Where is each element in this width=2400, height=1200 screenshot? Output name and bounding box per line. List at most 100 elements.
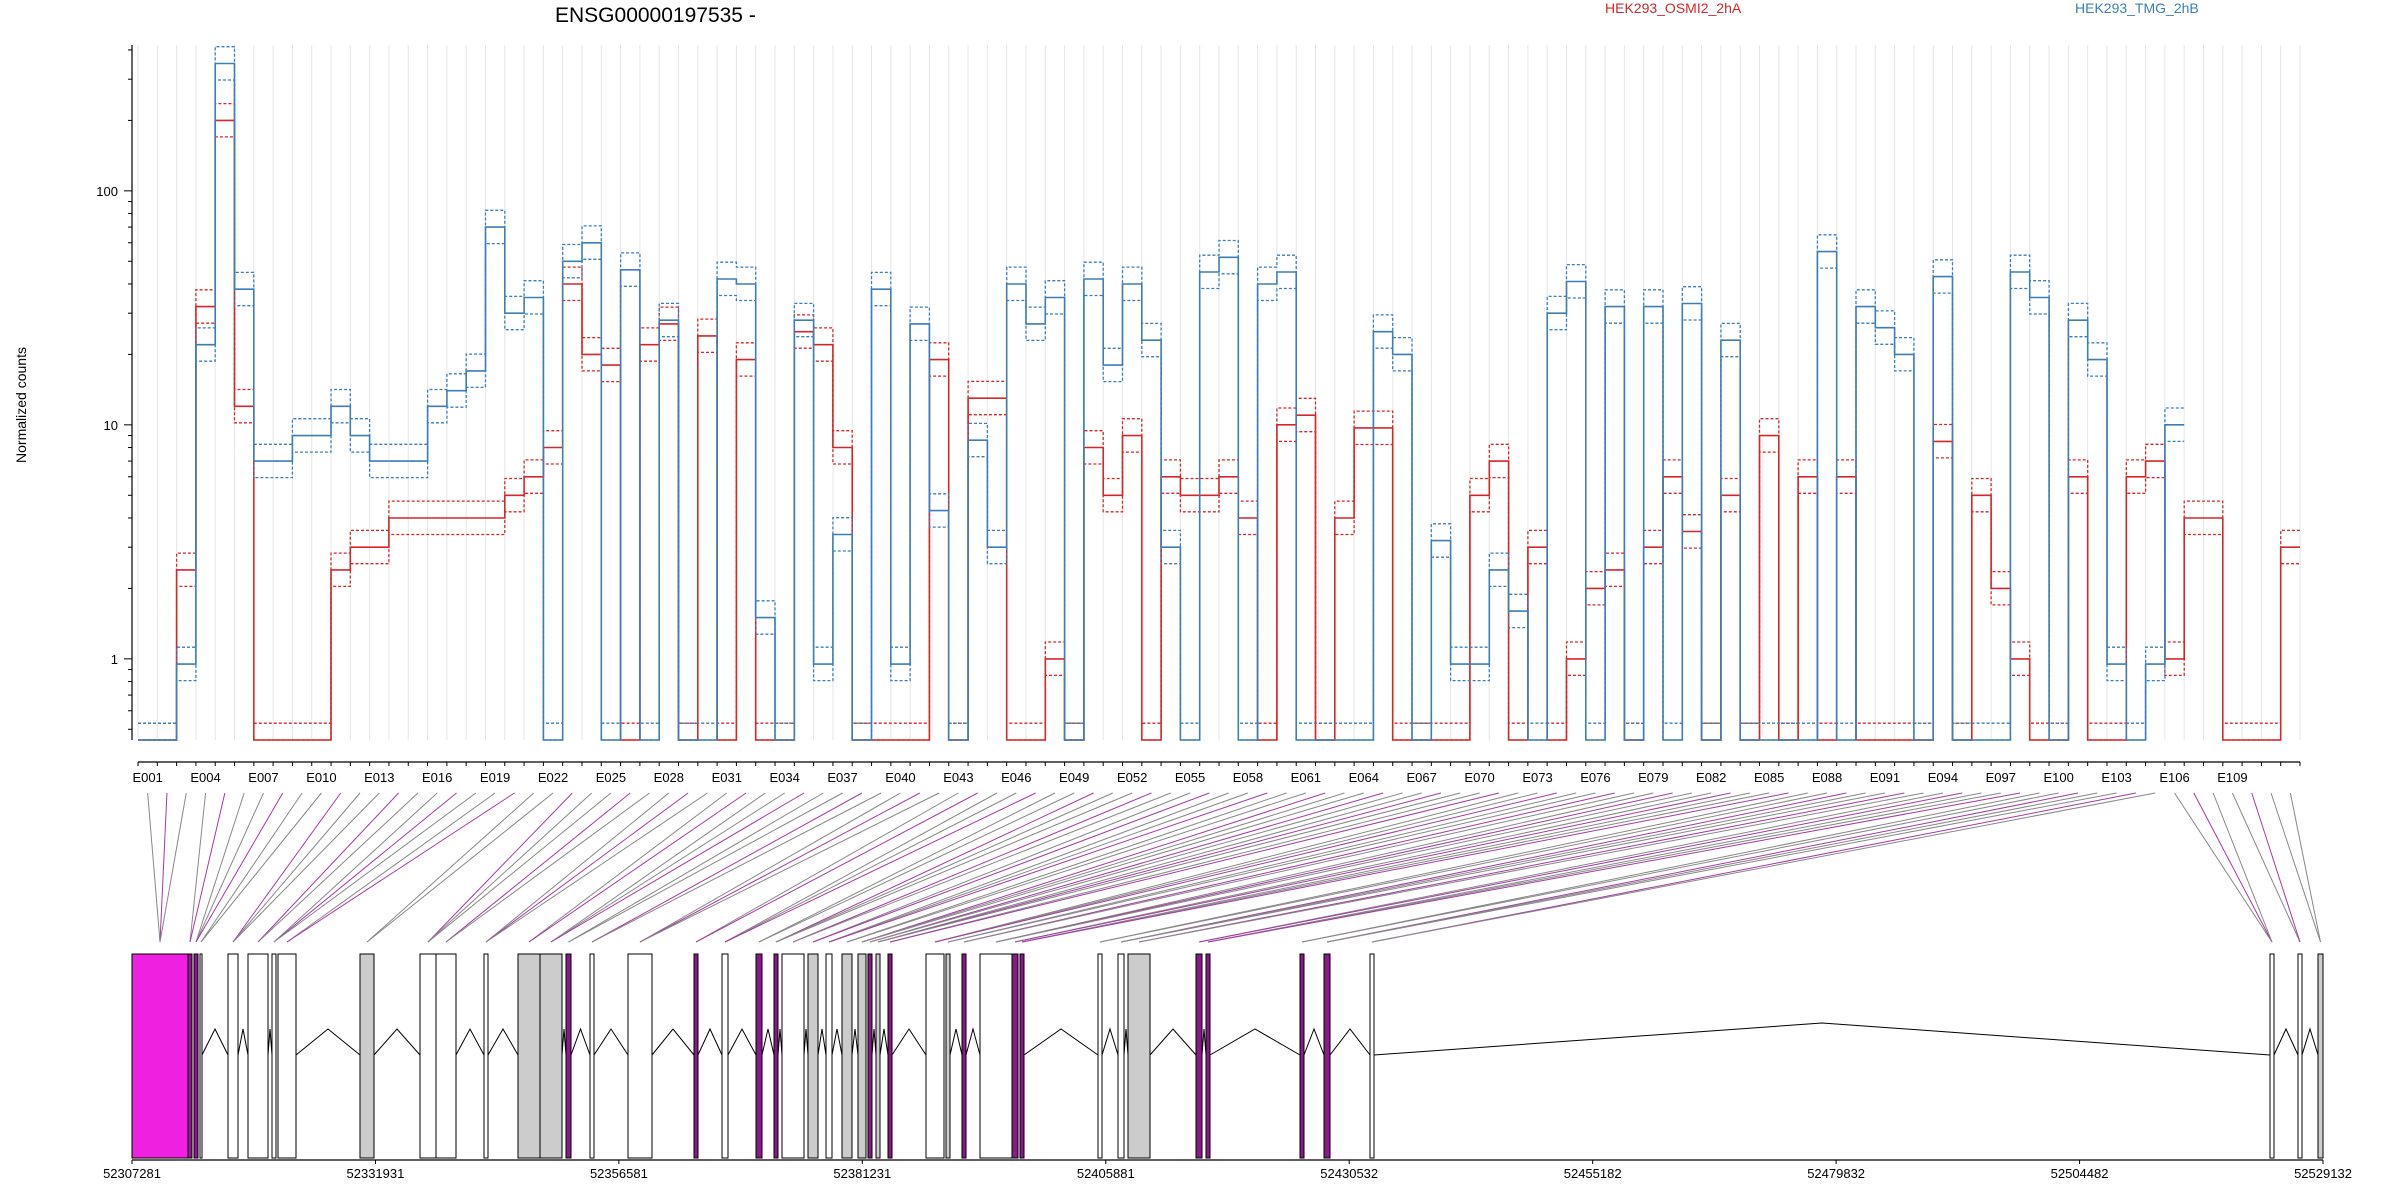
exon-connector [1198, 792, 1963, 943]
exon-connector [995, 792, 1693, 943]
exon-connector [947, 792, 1596, 943]
x-tick-label: E079 [1638, 770, 1668, 785]
intron-line [1201, 1028, 1207, 1056]
exon-box [1097, 953, 1103, 1159]
exon-connector [2193, 792, 2273, 943]
exon-box [693, 953, 699, 1159]
exon-connector [963, 792, 1635, 943]
exon-box [721, 953, 729, 1159]
y-tick-label: 1 [111, 652, 118, 667]
gene-model [131, 953, 2324, 1159]
exon-connector [528, 792, 728, 943]
x-tick-label: E103 [2101, 770, 2131, 785]
exon-connector [812, 792, 1191, 943]
exon-box [807, 953, 819, 1159]
exon-connector [1021, 792, 1770, 943]
exon-connector [550, 792, 785, 943]
intron-line [201, 1027, 229, 1056]
exon-connectors [147, 792, 2321, 943]
exon-connector [485, 792, 708, 943]
x-tick-label: E049 [1059, 770, 1089, 785]
exon-connector [877, 792, 1422, 943]
intron-line [871, 1028, 877, 1056]
x-tick-label: E010 [306, 770, 336, 785]
x-tick-label: E067 [1407, 770, 1437, 785]
exon-box [483, 953, 489, 1159]
exon-connector [2289, 792, 2321, 943]
exon-connector [1326, 792, 2079, 943]
exon-connector [366, 792, 554, 943]
intron-line [803, 1028, 809, 1056]
intron-line [1023, 1028, 1099, 1056]
exon-box [131, 953, 189, 1159]
x-tick-label: E043 [943, 770, 973, 785]
exon-connector [1021, 792, 1750, 943]
exon-box [2269, 953, 2275, 1159]
exon-connector [995, 792, 1673, 943]
exon-box [247, 953, 269, 1159]
series-line [138, 62, 2185, 741]
exon-connector [1014, 792, 1712, 943]
intron-line [2273, 1027, 2299, 1056]
exon-box [1323, 953, 1331, 1159]
exon-connector [485, 792, 670, 943]
exon-connector [861, 792, 1326, 943]
x-tick-label: E034 [769, 770, 799, 785]
exon-connector [775, 792, 1094, 943]
exon-box [2317, 953, 2324, 1159]
exon-connector [695, 792, 978, 943]
genomic-tick-label: 52307281 [103, 1166, 161, 1181]
exon-connector [159, 792, 187, 943]
exon-connector [189, 792, 226, 943]
exon-box [187, 953, 193, 1159]
exon-connector [889, 792, 1500, 943]
exon-connector [1138, 792, 1905, 943]
x-tick-label: E106 [2159, 770, 2189, 785]
intron-line [949, 1028, 963, 1056]
intron-line [1101, 1027, 1119, 1056]
exon-connector [1138, 792, 1924, 943]
exon-box [359, 953, 375, 1159]
genomic-tick-label: 52479832 [1807, 1166, 1865, 1181]
x-tick-label: E097 [1986, 770, 2016, 785]
x-tick-label: E061 [1291, 770, 1321, 785]
x-tick-label: E064 [1349, 770, 1379, 785]
exon-connector [1207, 792, 2001, 943]
exon-connector [232, 792, 361, 943]
exon-connector [639, 792, 921, 943]
exon-connector [828, 792, 1249, 943]
exon-connector [1014, 792, 1731, 943]
intron-line [727, 1027, 757, 1056]
x-tick-label: E085 [1754, 770, 1784, 785]
exon-connector [200, 792, 322, 943]
exon-connector [568, 792, 843, 943]
exon-box [945, 953, 951, 1159]
exon-box [1127, 953, 1151, 1159]
exon-connector [889, 792, 1480, 943]
exon-connector [775, 792, 1133, 943]
intron-line [373, 1028, 421, 1056]
exon-connector [485, 792, 689, 943]
exon-connector [695, 792, 959, 943]
exon-connector [159, 792, 168, 943]
exon-connector [366, 792, 535, 943]
exon-box [887, 953, 893, 1159]
exon-connector [877, 792, 1442, 943]
genomic-tick-label: 52331931 [347, 1166, 405, 1181]
intron-line [1373, 1022, 2271, 1056]
exon-connector [257, 792, 419, 943]
x-tick-label: E076 [1580, 770, 1610, 785]
exon-connector [2270, 792, 2321, 943]
x-tick-label: E094 [1928, 770, 1958, 785]
exon-box [773, 953, 779, 1159]
exon-connector [1198, 792, 1943, 943]
y-axis-label: Normalized counts [13, 347, 29, 463]
x-tick-label: E025 [596, 770, 626, 785]
exon-connector [861, 792, 1345, 943]
exon-connector [934, 792, 1519, 943]
exon-box [867, 953, 873, 1159]
exon-connector [550, 792, 766, 943]
exon-connector [1099, 792, 1808, 943]
exon-connector [568, 792, 824, 943]
exon-connector [639, 792, 940, 943]
